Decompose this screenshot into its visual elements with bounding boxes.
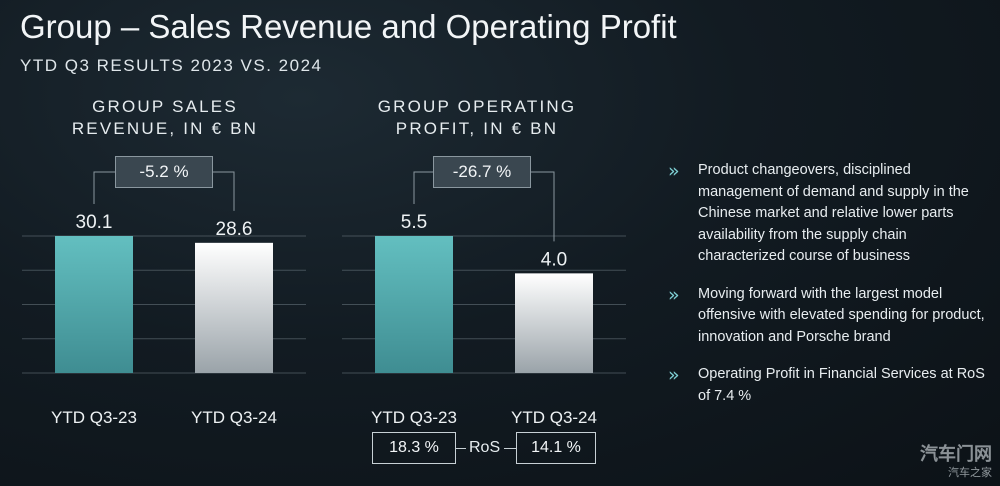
ros-connector-left — [456, 448, 466, 449]
category-label: YTD Q3-23 — [371, 408, 457, 427]
commentary-text: Moving forward with the largest model of… — [698, 285, 985, 345]
bar-value-label: 30.1 — [76, 212, 113, 233]
commentary-item: » Operating Profit in Financial Services… — [668, 364, 996, 407]
operating-profit-chart: 5.5 YTD Q3-23 4.0 YTD Q3-24 — [342, 171, 626, 427]
bar-2023 — [55, 236, 133, 373]
chart-2-title-line2: PROFIT, IN € BN — [395, 119, 559, 138]
commentary-list: » Product changeovers, disciplined manag… — [668, 160, 996, 423]
category-label: YTD Q3-24 — [191, 408, 277, 427]
chart-1-title-line1: GROUP SALES — [92, 97, 238, 116]
commentary-text: Product changeovers, disciplined managem… — [698, 162, 969, 264]
sales-revenue-chart: 30.1 YTD Q3-23 28.6 YTD Q3-24 — [22, 171, 306, 427]
ros-connector-right — [504, 448, 516, 449]
chart-1-title: GROUP SALES REVENUE, IN € BN — [40, 96, 290, 140]
bar-2024 — [195, 242, 273, 373]
commentary-text: Operating Profit in Financial Services a… — [698, 366, 985, 404]
chart-2-title: GROUP OPERATING PROFIT, IN € BN — [352, 96, 602, 140]
ros-box-2024: 14.1 % — [516, 432, 596, 464]
bar-2023 — [375, 236, 453, 373]
watermark-text: 汽车之家 — [948, 467, 992, 479]
chart-1-delta-box: -5.2 % — [115, 156, 213, 188]
bar-value-label: 28.6 — [216, 219, 253, 240]
chart-2-title-line1: GROUP OPERATING — [377, 97, 577, 116]
bar-value-label: 4.0 — [541, 249, 567, 270]
double-chevron-right-icon: » — [668, 160, 680, 182]
category-label: YTD Q3-23 — [51, 408, 137, 427]
double-chevron-right-icon: » — [668, 283, 680, 306]
bar-2024 — [515, 273, 593, 373]
chart-2-delta-box: -26.7 % — [433, 156, 531, 188]
page-subtitle: YTD Q3 RESULTS 2023 VS. 2024 — [20, 56, 323, 75]
commentary-item: » Moving forward with the largest model … — [668, 284, 996, 349]
watermark-logo: 汽车门网 — [920, 444, 992, 464]
chart-1-title-line2: REVENUE, IN € BN — [71, 119, 259, 138]
category-label: YTD Q3-24 — [511, 408, 597, 427]
commentary-item: » Product changeovers, disciplined manag… — [668, 160, 996, 268]
ros-label: RoS — [469, 439, 501, 456]
ros-box-2023: 18.3 % — [372, 432, 456, 464]
double-chevron-right-icon: » — [668, 364, 680, 386]
bar-value-label: 5.5 — [401, 212, 427, 233]
page-title: Group – Sales Revenue and Operating Prof… — [20, 8, 677, 45]
